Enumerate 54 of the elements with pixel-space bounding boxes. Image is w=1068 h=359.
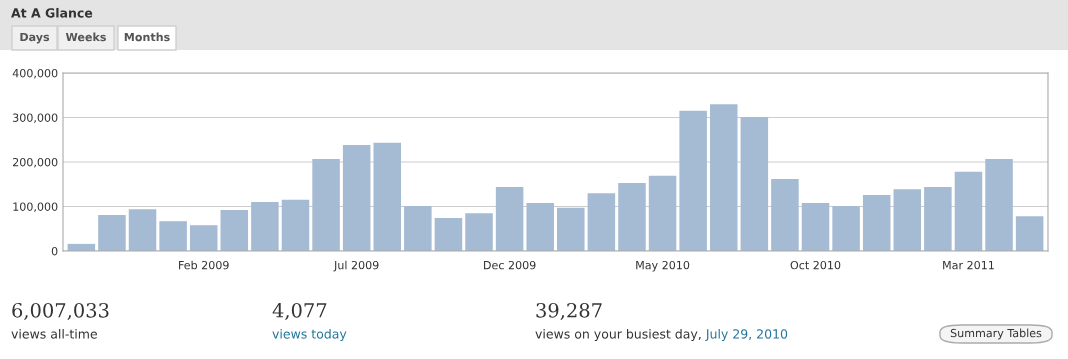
bar: [557, 207, 585, 251]
text: views on your busiest day,: [535, 328, 701, 342]
bar: [618, 182, 646, 251]
bar: [985, 158, 1013, 251]
text: 6,007,033: [12, 302, 109, 321]
bar: [587, 193, 616, 251]
bar: [740, 117, 769, 251]
x-tick-label: Jul 2009: [333, 260, 379, 272]
bar: [251, 202, 279, 251]
bar: [128, 209, 157, 251]
bar: [526, 202, 554, 251]
text: 4,077: [272, 302, 327, 321]
bar: [98, 214, 126, 251]
bar: [465, 213, 493, 251]
bar: [709, 104, 738, 251]
bar: [404, 206, 432, 251]
bar: [281, 199, 310, 251]
bar: [679, 110, 707, 251]
text: views all-time: [11, 328, 97, 339]
bar: [893, 189, 922, 251]
bar: [954, 171, 983, 251]
x-tick-label: Mar 2011: [943, 260, 994, 270]
bar: [924, 186, 952, 251]
bar: [159, 221, 187, 251]
bar: [832, 206, 860, 251]
bar: [434, 218, 463, 251]
text: July 29, 2010: [705, 328, 788, 342]
bar: [189, 225, 218, 251]
text: 39,287: [536, 302, 602, 321]
chart-title: At A Glance: [11, 7, 93, 18]
x-tick-label: Feb 2009: [179, 260, 229, 270]
text: Days: [20, 32, 50, 44]
bar: [648, 175, 677, 251]
x-tick-label: Dec 2009: [484, 260, 536, 270]
x-tick-label: May 2010: [636, 260, 690, 272]
text: Summary Tables: [950, 328, 1042, 340]
y-tick-label: 400,000: [12, 68, 58, 79]
y-tick-label: 100,000: [13, 202, 58, 213]
text: views today: [272, 328, 347, 342]
bar: [771, 178, 799, 251]
bar: [862, 194, 891, 251]
bar: [1015, 216, 1044, 251]
y-tick-label: 300,000: [13, 113, 58, 124]
text: Weeks: [65, 32, 106, 42]
y-tick-label: 200,000: [13, 157, 58, 168]
text: Months: [124, 32, 170, 42]
bar: [312, 158, 340, 251]
bar: [801, 202, 830, 251]
bar: [495, 186, 524, 251]
x-tick-label: Oct 2010: [790, 260, 841, 270]
bar: [342, 145, 371, 251]
bar: [373, 142, 402, 251]
y-tick-label: 0: [51, 246, 58, 256]
bar: [220, 210, 249, 251]
